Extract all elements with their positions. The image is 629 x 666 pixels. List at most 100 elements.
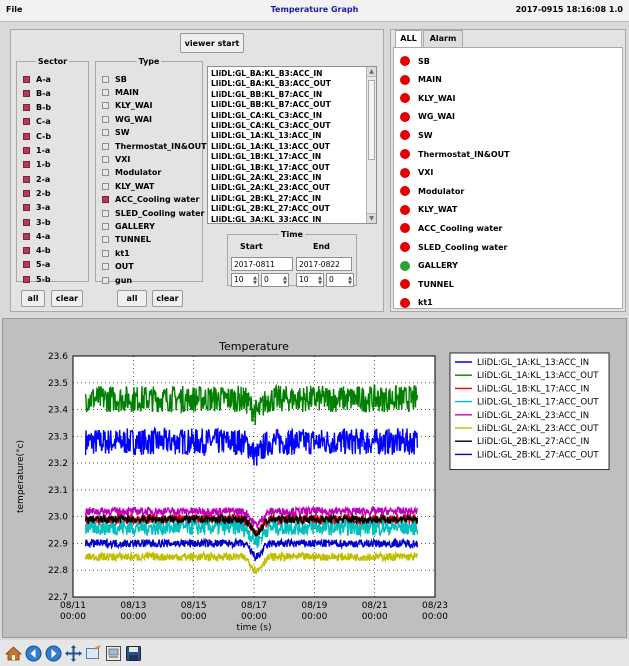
type-checkbox[interactable] bbox=[102, 102, 109, 110]
sector-checkbox-row[interactable]: 2-a bbox=[23, 172, 50, 186]
sector-checkbox-row[interactable]: 3-a bbox=[23, 201, 50, 215]
sector-checkbox-row[interactable]: C-a bbox=[23, 115, 51, 129]
type-checkbox[interactable] bbox=[102, 115, 109, 123]
sector-checkbox-row[interactable]: 4-b bbox=[23, 244, 51, 258]
signal-list-scrollbar[interactable]: ▲ ▼ bbox=[366, 67, 376, 223]
type-checkbox[interactable] bbox=[102, 209, 109, 217]
sector-checkbox[interactable] bbox=[23, 189, 30, 197]
type-checkbox-row[interactable]: SB bbox=[102, 72, 127, 86]
type-checkbox[interactable] bbox=[102, 249, 109, 257]
type-checkbox-row[interactable]: ACC_Cooling water bbox=[102, 193, 199, 207]
sector-checkbox[interactable] bbox=[23, 275, 30, 283]
spinner-arrows-icon[interactable]: ▲ ▼ bbox=[318, 275, 322, 286]
type-checkbox-row[interactable]: WG_WAI bbox=[102, 112, 152, 126]
start-minute-spinner[interactable]: 0 ▲ ▼ bbox=[261, 273, 289, 287]
type-checkbox-row[interactable]: SW bbox=[102, 126, 130, 140]
signal-list-item[interactable]: LIiDL:GL_1B:KL_17:ACC_IN bbox=[211, 152, 322, 162]
sector-checkbox-row[interactable]: B-b bbox=[23, 101, 51, 115]
type-checkbox-row[interactable]: VXI bbox=[102, 152, 130, 166]
type-clear-button[interactable]: clear bbox=[152, 290, 183, 307]
sector-checkbox-row[interactable]: 1-a bbox=[23, 144, 50, 158]
sector-checkbox[interactable] bbox=[23, 104, 30, 112]
menu-file[interactable]: File bbox=[6, 5, 23, 14]
back-icon[interactable] bbox=[25, 645, 42, 662]
type-checkbox-row[interactable]: KLY_WAI bbox=[102, 99, 152, 113]
end-hour-spinner[interactable]: 10 ▲ ▼ bbox=[296, 273, 324, 287]
sector-checkbox[interactable] bbox=[23, 89, 30, 97]
tab-all[interactable]: ALL bbox=[395, 30, 422, 47]
type-checkbox-row[interactable]: SLED_Cooling water bbox=[102, 206, 205, 220]
sector-clear-button[interactable]: clear bbox=[51, 290, 83, 307]
sector-checkbox[interactable] bbox=[23, 261, 30, 269]
type-all-button[interactable]: all bbox=[117, 290, 147, 307]
spinner-arrows-icon[interactable]: ▲ ▼ bbox=[253, 275, 257, 286]
sector-checkbox-row[interactable]: A-a bbox=[23, 72, 51, 86]
sector-checkbox[interactable] bbox=[23, 75, 30, 83]
sector-checkbox[interactable] bbox=[23, 118, 30, 126]
sector-checkbox[interactable] bbox=[23, 161, 30, 169]
signal-list-item[interactable]: LIiDL:GL_1A:KL_13:ACC_OUT bbox=[211, 141, 330, 151]
type-checkbox-row[interactable]: Thermostat_IN&OUT bbox=[102, 139, 207, 153]
sector-checkbox[interactable] bbox=[23, 132, 30, 140]
sector-checkbox[interactable] bbox=[23, 247, 30, 255]
type-checkbox[interactable] bbox=[102, 276, 109, 284]
sector-all-button[interactable]: all bbox=[21, 290, 45, 307]
type-checkbox-row[interactable]: Modulator bbox=[102, 166, 161, 180]
type-checkbox-row[interactable]: KLY_WAT bbox=[102, 179, 154, 193]
sector-checkbox-row[interactable]: 5-a bbox=[23, 258, 50, 272]
type-checkbox-row[interactable]: GALLERY bbox=[102, 219, 155, 233]
sector-checkbox-row[interactable]: 2-b bbox=[23, 186, 51, 200]
signal-list-item[interactable]: LIiDL:GL_2B:KL_27:ACC_IN bbox=[211, 193, 322, 203]
spinner-arrows-icon[interactable]: ▲ ▼ bbox=[283, 275, 287, 286]
type-checkbox[interactable] bbox=[102, 155, 109, 163]
signal-list-item[interactable]: LIiDL:GL_BB:KL_B7:ACC_IN bbox=[211, 89, 323, 99]
zoom-icon[interactable] bbox=[85, 645, 102, 662]
signal-list-item[interactable]: LIiDL:GL_CA:KL_C3:ACC_IN bbox=[211, 110, 322, 120]
sector-checkbox-row[interactable]: 1-b bbox=[23, 158, 51, 172]
type-checkbox[interactable] bbox=[102, 263, 109, 271]
type-checkbox-row[interactable]: MAIN bbox=[102, 85, 139, 99]
signal-list-item[interactable]: LIiDL:GL_BB:KL_B7:ACC_OUT bbox=[211, 100, 331, 110]
type-checkbox[interactable] bbox=[102, 236, 109, 244]
start-date-input[interactable] bbox=[231, 257, 293, 271]
signal-list-item[interactable]: LIiDL:GL_CA:KL_C3:ACC_OUT bbox=[211, 121, 331, 130]
signal-list-item[interactable]: LIiDL:GL_BA:KL_B3:ACC_OUT bbox=[211, 79, 331, 89]
signal-list-item[interactable]: LIiDL:GL_1B:KL_17:ACC_OUT bbox=[211, 162, 330, 172]
sector-checkbox-row[interactable]: C-b bbox=[23, 129, 51, 143]
forward-icon[interactable] bbox=[45, 645, 62, 662]
type-checkbox[interactable] bbox=[102, 182, 109, 190]
type-checkbox[interactable] bbox=[102, 222, 109, 230]
type-checkbox[interactable] bbox=[102, 88, 109, 96]
type-checkbox[interactable] bbox=[102, 129, 109, 137]
home-icon[interactable] bbox=[5, 645, 22, 662]
type-checkbox-row[interactable]: gun bbox=[102, 273, 132, 287]
start-hour-spinner[interactable]: 10 ▲ ▼ bbox=[231, 273, 259, 287]
signal-list[interactable]: LIiDL:GL_BA:KL_B3:ACC_IN LIiDL:GL_BA:KL_B… bbox=[207, 66, 377, 224]
viewer-start-button[interactable]: viewer start bbox=[180, 33, 244, 53]
type-checkbox-row[interactable]: kt1 bbox=[102, 246, 130, 260]
type-checkbox-row[interactable]: OUT bbox=[102, 260, 134, 274]
sector-checkbox[interactable] bbox=[23, 232, 30, 240]
signal-list-item[interactable]: LIiDL:GL_BA:KL_B3:ACC_IN bbox=[211, 69, 323, 78]
sector-checkbox[interactable] bbox=[23, 218, 30, 226]
sector-checkbox[interactable] bbox=[23, 175, 30, 183]
scroll-up-icon[interactable]: ▲ bbox=[367, 67, 376, 77]
type-checkbox[interactable] bbox=[102, 142, 109, 150]
type-checkbox-row[interactable]: TUNNEL bbox=[102, 233, 151, 247]
scroll-thumb[interactable] bbox=[368, 80, 375, 160]
end-date-input[interactable] bbox=[296, 257, 352, 271]
signal-list-item[interactable]: LIiDL:GL_2A:KL_23:ACC_IN bbox=[211, 173, 322, 182]
sector-checkbox[interactable] bbox=[23, 204, 30, 212]
type-checkbox[interactable] bbox=[102, 196, 109, 204]
sector-checkbox-row[interactable]: 5-b bbox=[23, 272, 51, 286]
end-minute-spinner[interactable]: 0 ▲ ▼ bbox=[326, 273, 354, 287]
type-checkbox[interactable] bbox=[102, 169, 109, 177]
save-icon[interactable] bbox=[125, 645, 142, 662]
scroll-down-icon[interactable]: ▼ bbox=[367, 213, 376, 223]
type-checkbox[interactable] bbox=[102, 75, 109, 83]
configure-icon[interactable] bbox=[105, 645, 122, 662]
sector-checkbox-row[interactable]: B-a bbox=[23, 86, 51, 100]
sector-checkbox[interactable] bbox=[23, 147, 30, 154]
sector-checkbox-row[interactable]: 3-b bbox=[23, 215, 51, 229]
spinner-arrows-icon[interactable]: ▲ ▼ bbox=[348, 275, 352, 286]
